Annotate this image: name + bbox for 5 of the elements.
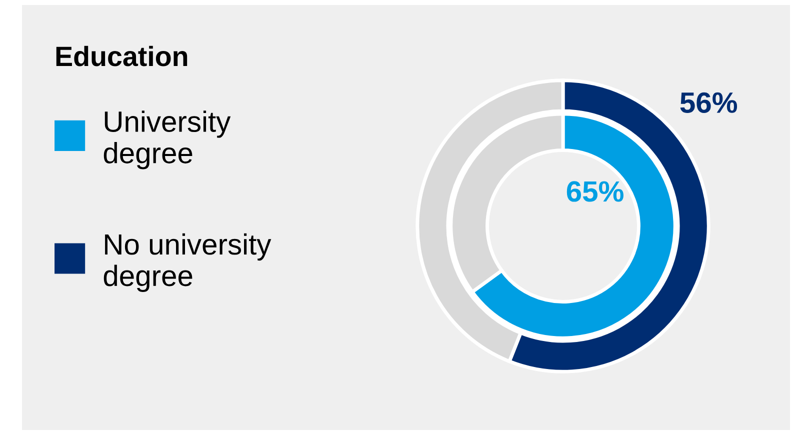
- data-label: 56%: [680, 92, 738, 113]
- legend-title: Education: [56, 46, 188, 66]
- legend-label: University degree: [104, 110, 231, 170]
- legend-label: No university degree: [104, 233, 272, 292]
- data-label: 65%: [566, 181, 624, 202]
